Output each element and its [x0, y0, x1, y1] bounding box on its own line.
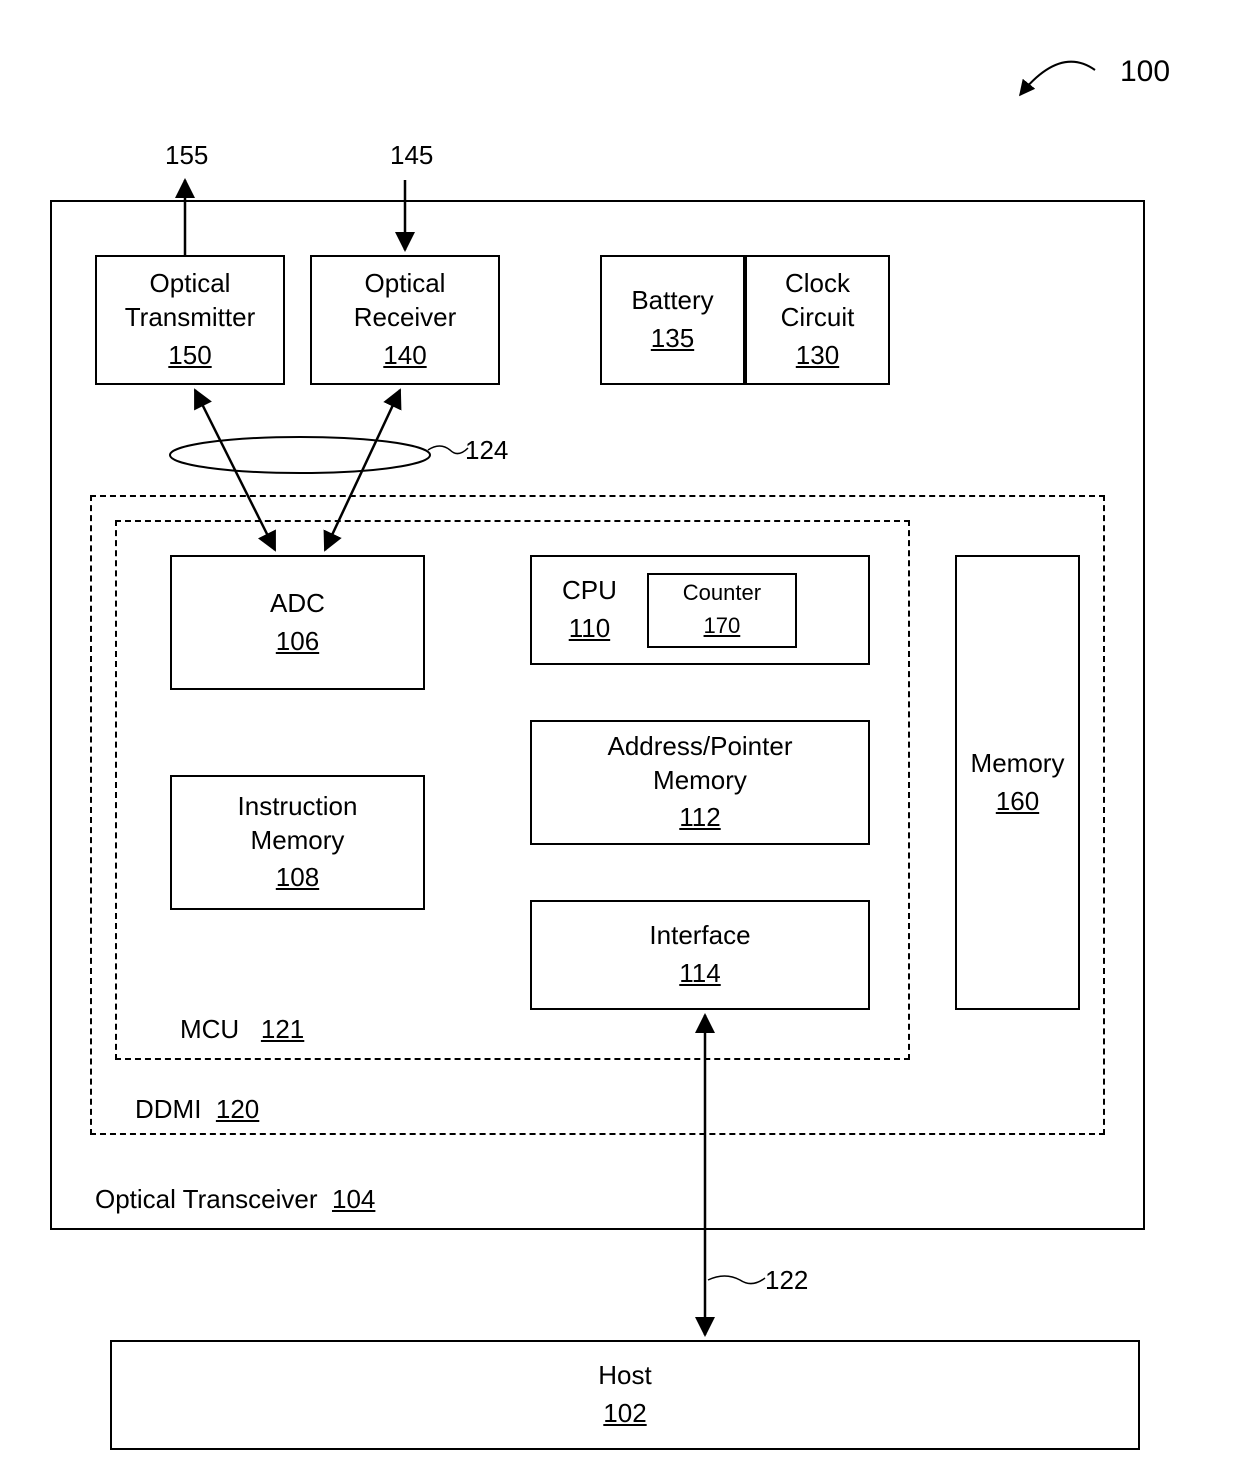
- instruction-memory-ref: 108: [276, 861, 319, 895]
- mcu-text: MCU: [180, 1014, 239, 1044]
- optical-receiver-box: Optical Receiver 140: [310, 255, 500, 385]
- adc-ref: 106: [276, 625, 319, 659]
- instruction-memory-text: Instruction Memory: [238, 790, 358, 858]
- mcu-ref: 121: [261, 1014, 304, 1045]
- counter-box: Counter 170: [647, 573, 797, 648]
- adc-box: ADC 106: [170, 555, 425, 690]
- optical-transceiver-text: Optical Transceiver: [95, 1184, 318, 1214]
- battery-ref: 135: [651, 322, 694, 356]
- optical-transceiver-label: Optical Transceiver 104: [95, 1180, 375, 1215]
- cpu-box: CPU 110 Counter 170: [530, 555, 870, 665]
- optical-receiver-ref: 140: [383, 339, 426, 373]
- counter-text: Counter: [683, 579, 761, 608]
- optical-transmitter-box: Optical Transmitter 150: [95, 255, 285, 385]
- clock-circuit-ref: 130: [796, 339, 839, 373]
- ref-145: 145: [390, 140, 433, 171]
- host-ref: 102: [603, 1397, 646, 1431]
- battery-text: Battery: [631, 284, 713, 318]
- optical-transmitter-ref: 150: [168, 339, 211, 373]
- memory-box: Memory 160: [955, 555, 1080, 1010]
- instruction-memory-box: Instruction Memory 108: [170, 775, 425, 910]
- cpu-ref: 110: [569, 612, 610, 646]
- memory-ref: 160: [996, 785, 1039, 819]
- adc-text: ADC: [270, 587, 325, 621]
- ref-122: 122: [765, 1265, 808, 1296]
- apmem-ref: 112: [679, 801, 720, 835]
- ddmi-text: DDMI: [135, 1094, 201, 1124]
- figure-ref: 100: [1120, 55, 1170, 89]
- address-pointer-memory-box: Address/Pointer Memory 112: [530, 720, 870, 845]
- battery-box: Battery 135: [600, 255, 745, 385]
- ref-155: 155: [165, 140, 208, 171]
- host-text: Host: [598, 1359, 651, 1393]
- interface-text: Interface: [649, 919, 750, 953]
- mcu-label: MCU 121: [180, 1010, 304, 1045]
- ddmi-ref: 120: [216, 1094, 259, 1125]
- host-box: Host 102: [110, 1340, 1140, 1450]
- interface-ref: 114: [679, 957, 720, 991]
- interface-box: Interface 114: [530, 900, 870, 1010]
- counter-ref: 170: [704, 612, 741, 641]
- optical-transceiver-ref: 104: [332, 1184, 375, 1215]
- cpu-text: CPU: [562, 574, 617, 608]
- clock-circuit-box: Clock Circuit 130: [745, 255, 890, 385]
- ref-124: 124: [465, 435, 508, 466]
- ddmi-label: DDMI 120: [135, 1090, 259, 1125]
- apmem-text: Address/Pointer Memory: [608, 730, 793, 798]
- optical-transmitter-text: Optical Transmitter: [125, 267, 256, 335]
- memory-text: Memory: [971, 747, 1065, 781]
- optical-receiver-text: Optical Receiver: [354, 267, 457, 335]
- clock-circuit-text: Clock Circuit: [781, 267, 855, 335]
